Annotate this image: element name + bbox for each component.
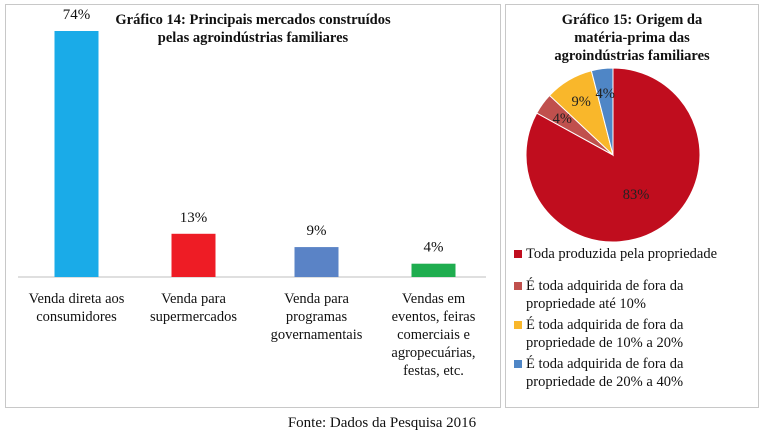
legend-label: É toda adquirida de fora da propriedade …	[526, 317, 684, 351]
legend-label: É toda adquirida de fora da propriedade …	[526, 278, 684, 312]
legend-label: É toda adquirida de fora da propriedade …	[526, 356, 684, 390]
category-label: Venda direta aos consumidores	[29, 291, 125, 325]
bar	[54, 31, 99, 277]
legend-swatch	[514, 321, 522, 329]
bar-chart: 74% Venda direta aos consumidores 13% Venda …	[18, 7, 486, 379]
category-label: Venda para programas governamentais	[271, 291, 363, 343]
pie-slice	[590, 67, 614, 156]
chart-title: Gráfico 15: Origem da matéria-prima das …	[554, 12, 710, 64]
bar	[171, 233, 216, 277]
pie-legend: Toda produzida pela propriedade É toda ad…	[512, 245, 756, 394]
legend-item: Toda produzida pela propriedade	[512, 245, 756, 263]
legend-item: É toda adquirida de fora da propriedade …	[512, 277, 756, 313]
legend-item: É toda adquirida de fora da propriedade …	[512, 355, 756, 391]
chart-title: Gráfico 14: Principais mercados construí…	[115, 12, 391, 46]
pie-value-label: 83%	[623, 187, 650, 203]
chart-panel-right: Gráfico 15: Origem da matéria-prima das …	[505, 4, 759, 408]
pie-value-label: 4%	[595, 86, 614, 102]
category-label: Vendas em eventos, feiras comerciais e agro…	[391, 291, 475, 379]
legend-swatch	[514, 282, 522, 290]
bar	[294, 247, 339, 277]
source-caption: Fonte: Dados da Pesquisa 2016	[287, 415, 477, 431]
bar-value-label: 4%	[424, 240, 444, 256]
pie-chart: 83%4%9%4%	[525, 67, 701, 243]
pie-value-label: 4%	[553, 111, 572, 127]
bar-value-label: 74%	[63, 7, 91, 23]
bar-value-label: 13%	[180, 210, 208, 226]
legend-label: Toda produzida pela propriedade	[526, 246, 718, 262]
bar-value-label: 9%	[307, 223, 327, 239]
legend-swatch	[514, 360, 522, 368]
bar	[411, 263, 456, 277]
category-label: Venda para supermercados	[150, 291, 237, 325]
legend-item: É toda adquirida de fora da propriedade …	[512, 316, 756, 352]
chart-panel-left: Gráfico 14: Principais mercados construí…	[5, 4, 501, 408]
legend-swatch	[514, 250, 522, 258]
pie-value-label: 9%	[571, 94, 590, 110]
